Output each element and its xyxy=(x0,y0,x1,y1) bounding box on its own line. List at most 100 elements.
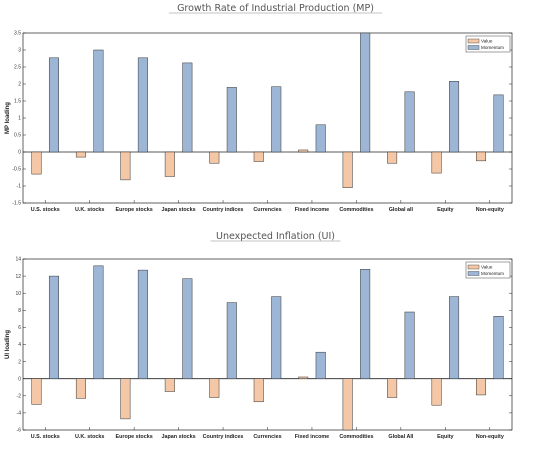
y-tick-label: -1.5 xyxy=(12,201,21,207)
momentum-bar xyxy=(48,275,59,379)
value-bar xyxy=(342,378,353,431)
value-bar xyxy=(431,378,442,406)
momentum-bar xyxy=(360,32,371,153)
category-label: Europe stocks xyxy=(116,434,153,440)
momentum-bar xyxy=(271,296,282,379)
category-label: Equity xyxy=(437,207,453,213)
y-tick-label: -4 xyxy=(17,411,22,417)
value-bar xyxy=(164,378,175,392)
momentum-bar xyxy=(493,316,504,379)
y-tick-label: 0.5 xyxy=(14,133,21,139)
category-label: Currencies xyxy=(253,207,281,213)
momentum-bar xyxy=(182,62,193,153)
y-tick-label: 10 xyxy=(15,291,21,297)
momentum-bar xyxy=(182,278,193,379)
category-label: U.K. stocks xyxy=(75,434,104,440)
category-label: Commodities xyxy=(339,434,373,440)
momentum-bar xyxy=(226,87,237,153)
ui-chart: Unexpected Inflation (UI) -6 -4 -2 0 2 4 6 8 10 12… xyxy=(5,231,513,440)
value-bar xyxy=(476,151,487,162)
momentum-bar xyxy=(315,124,326,153)
category-label: Country indices xyxy=(203,207,244,213)
value-bar xyxy=(253,151,264,162)
y-tick-label: -0.5 xyxy=(12,167,21,173)
y-tick-label: 1 xyxy=(18,116,21,122)
chart-title: Unexpected Inflation (UI) xyxy=(216,231,335,242)
legend-label: Momentum xyxy=(481,271,504,276)
value-bar xyxy=(164,151,175,177)
legend-label: Value xyxy=(481,265,493,270)
y-tick-label: 3.5 xyxy=(14,31,21,37)
momentum-bar xyxy=(93,49,104,153)
y-tick-label: 0 xyxy=(18,150,21,156)
momentum-bar xyxy=(404,91,415,153)
momentum-bar xyxy=(48,57,59,153)
y-tick-label: 6 xyxy=(18,325,21,331)
category-label: Global All xyxy=(388,434,413,440)
momentum-bar xyxy=(137,269,148,379)
value-bar xyxy=(31,378,42,405)
category-label: Fixed income xyxy=(295,207,329,213)
category-label: Non-equity xyxy=(476,207,504,213)
value-bar xyxy=(387,151,398,164)
value-bar xyxy=(253,378,264,403)
chart-title: Growth Rate of Industrial Production (MP… xyxy=(177,3,374,14)
y-tick-label: 8 xyxy=(18,308,21,314)
value-bar xyxy=(209,151,220,164)
category-label: Commodities xyxy=(339,207,373,213)
y-tick-label: 1.5 xyxy=(14,99,21,105)
legend-swatch-value xyxy=(467,38,480,44)
momentum-bar xyxy=(93,265,104,379)
momentum-bar xyxy=(271,86,282,153)
y-tick-label: 0 xyxy=(18,376,21,382)
category-label: Equity xyxy=(437,434,453,440)
y-tick-label: 3 xyxy=(18,48,21,54)
y-tick-label: 4 xyxy=(18,342,21,348)
y-tick-label: -1 xyxy=(17,184,22,190)
value-bar xyxy=(75,378,86,399)
category-label: U.K. stocks xyxy=(75,207,104,213)
value-bar xyxy=(75,151,86,158)
y-tick-label: 2 xyxy=(18,82,21,88)
value-bar xyxy=(342,151,353,188)
value-bar xyxy=(298,376,309,379)
value-bar xyxy=(387,378,398,398)
value-bar xyxy=(120,151,131,181)
y-tick-label: 14 xyxy=(15,257,21,263)
y-tick-label: 2.5 xyxy=(14,65,21,71)
y-tick-label: 2 xyxy=(18,359,21,365)
value-bar xyxy=(476,378,487,396)
category-label: Europe stocks xyxy=(116,207,153,213)
category-label: Fixed income xyxy=(295,434,329,440)
category-label: U.S. stocks xyxy=(31,207,60,213)
legend-swatch-value xyxy=(467,264,480,270)
value-bar xyxy=(298,149,309,153)
category-label: Global all xyxy=(389,207,414,213)
value-bar xyxy=(31,151,42,175)
y-tick-label: -6 xyxy=(17,428,22,434)
momentum-bar xyxy=(360,269,371,379)
momentum-bar xyxy=(137,57,148,153)
category-label: Non-equity xyxy=(476,434,504,440)
category-label: Currencies xyxy=(253,434,281,440)
y-tick-label: 12 xyxy=(15,274,21,280)
category-label: U.S. stocks xyxy=(31,434,60,440)
momentum-bar xyxy=(449,296,460,379)
mp-chart: Growth Rate of Industrial Production (MP… xyxy=(5,3,513,213)
y-axis-label: UI loading xyxy=(5,330,11,359)
y-axis-label: MP loading xyxy=(5,102,11,134)
category-label: Country indices xyxy=(203,434,244,440)
value-bar xyxy=(209,378,220,398)
y-tick-label: -2 xyxy=(17,394,22,400)
legend-label: Momentum xyxy=(481,45,504,50)
momentum-bar xyxy=(493,94,504,153)
value-bar xyxy=(431,151,442,174)
category-label: Japan stocks xyxy=(162,434,196,440)
momentum-bar xyxy=(449,81,460,153)
legend-swatch-momentum xyxy=(467,271,480,276)
momentum-bar xyxy=(315,351,326,379)
legend-swatch-momentum xyxy=(467,45,480,50)
value-bar xyxy=(120,378,131,420)
category-label: Japan stocks xyxy=(162,207,196,213)
